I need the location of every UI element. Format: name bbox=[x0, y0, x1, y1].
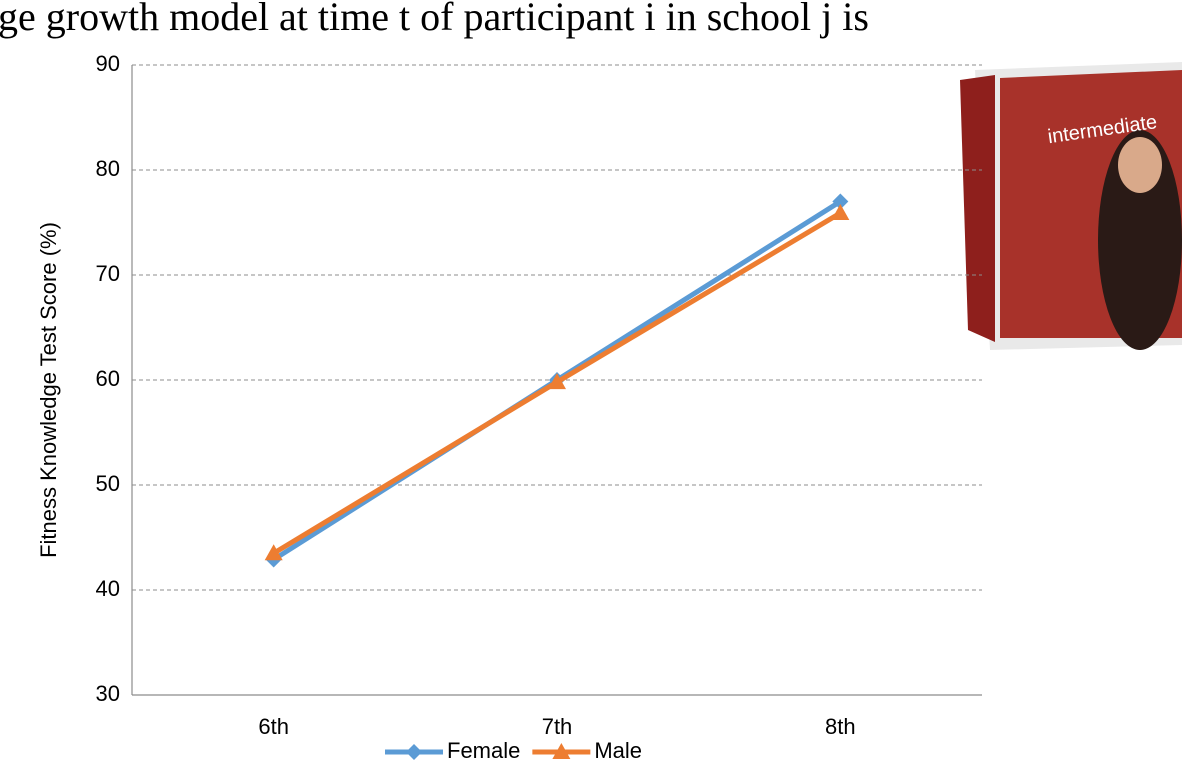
legend-marker bbox=[406, 744, 422, 760]
y-tick-label: 50 bbox=[96, 471, 120, 496]
legend-label: Female bbox=[447, 738, 520, 763]
y-tick-label: 70 bbox=[96, 261, 120, 286]
y-tick-label: 40 bbox=[96, 576, 120, 601]
y-tick-label: 90 bbox=[96, 51, 120, 76]
x-tick-label: 7th bbox=[542, 714, 573, 739]
x-tick-label: 8th bbox=[825, 714, 856, 739]
book-image: intermediate bbox=[960, 62, 1182, 350]
y-tick-label: 60 bbox=[96, 366, 120, 391]
book-spine bbox=[960, 75, 995, 342]
y-axis-label: Fitness Knowledge Test Score (%) bbox=[36, 222, 61, 558]
y-tick-label: 80 bbox=[96, 156, 120, 181]
book-photo-face bbox=[1118, 137, 1162, 193]
chart-title: ge growth model at time t of participant… bbox=[0, 0, 869, 39]
legend-label: Male bbox=[594, 738, 642, 763]
slide: ge growth model at time t of participant… bbox=[0, 0, 1182, 772]
y-tick-label: 30 bbox=[96, 681, 120, 706]
x-tick-label: 6th bbox=[258, 714, 289, 739]
